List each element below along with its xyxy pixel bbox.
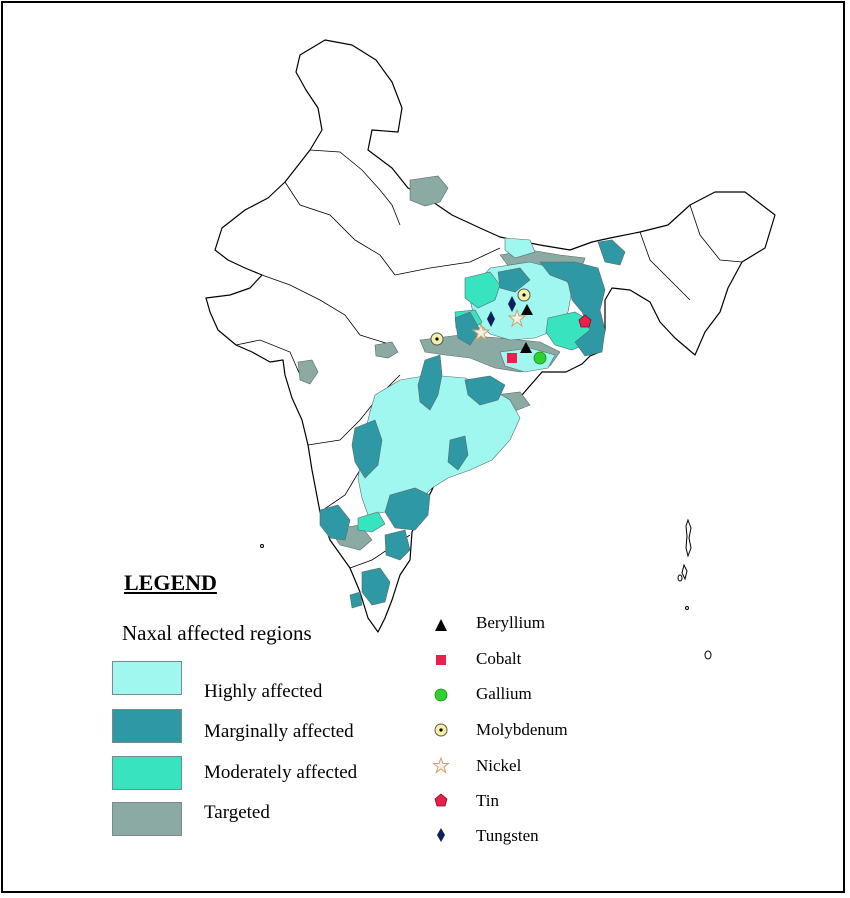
swatch-targeted: [112, 802, 182, 836]
region-marginally: [384, 529, 411, 561]
star-icon: [432, 756, 450, 774]
region-marginally: [497, 267, 531, 293]
legend-label-targeted: Targeted: [204, 802, 270, 823]
region-targeted: [409, 175, 449, 207]
dotted-circle-icon: [434, 723, 448, 737]
molybdenum-marker: [517, 288, 531, 302]
tin-marker: [578, 314, 592, 328]
nickel-marker: [507, 308, 527, 328]
legend-label-nickel: Nickel: [476, 756, 522, 775]
region-marginally: [597, 239, 626, 266]
legend-label-beryllium: Beryllium: [476, 613, 545, 632]
region-marginally: [539, 261, 606, 357]
mineral-markers: [430, 288, 592, 365]
region-marginally: [384, 487, 431, 531]
region-marginally: [361, 567, 391, 606]
region-highly: [504, 237, 536, 259]
region-moderately: [357, 511, 386, 533]
legend-title: LEGEND: [124, 570, 217, 595]
legend-label-moderately: Moderately affected: [204, 762, 358, 783]
legend-subtitle: Naxal affected regions: [122, 621, 312, 645]
beryllium-marker: [521, 304, 533, 315]
legend-label-marginally: Marginally affected: [204, 721, 354, 742]
legend-label-tungsten: Tungsten: [476, 826, 539, 845]
square-icon: [436, 655, 446, 665]
region-marginally: [351, 419, 383, 479]
region-marginally: [464, 375, 506, 406]
region-targeted: [374, 341, 399, 359]
triangle-icon: [435, 619, 447, 631]
region-marginally: [417, 354, 443, 411]
swatch-marginally-affected: [112, 709, 182, 743]
nickel-marker: [471, 322, 491, 342]
legend-label-cobalt: Cobalt: [476, 649, 522, 668]
cobalt-marker: [507, 353, 517, 363]
tungsten-marker: [508, 296, 516, 312]
legend-label-gallium: Gallium: [476, 684, 532, 703]
state-boundaries: [235, 149, 743, 569]
region-marginally: [454, 311, 481, 346]
circle-icon: [434, 688, 448, 702]
tungsten-marker: [487, 311, 495, 327]
gallium-marker: [533, 351, 547, 365]
region-targeted: [297, 359, 319, 385]
region-marginally: [319, 504, 351, 541]
region-moderately: [464, 271, 501, 309]
swatch-moderately-affected: [112, 756, 182, 790]
region-marginally: [447, 435, 469, 471]
molybdenum-marker: [430, 332, 444, 346]
legend-label-highly: Highly affected: [204, 681, 323, 702]
diamond-icon: [437, 828, 445, 842]
legend-label-tin: Tin: [476, 791, 500, 810]
swatch-highly-affected: [112, 661, 182, 695]
region-marginally: [349, 591, 363, 609]
pentagon-icon: [434, 793, 448, 807]
andaman-islands: [260, 518, 712, 660]
beryllium-marker: [520, 342, 532, 353]
legend-label-molybdenum: Molybdenum: [476, 720, 568, 739]
